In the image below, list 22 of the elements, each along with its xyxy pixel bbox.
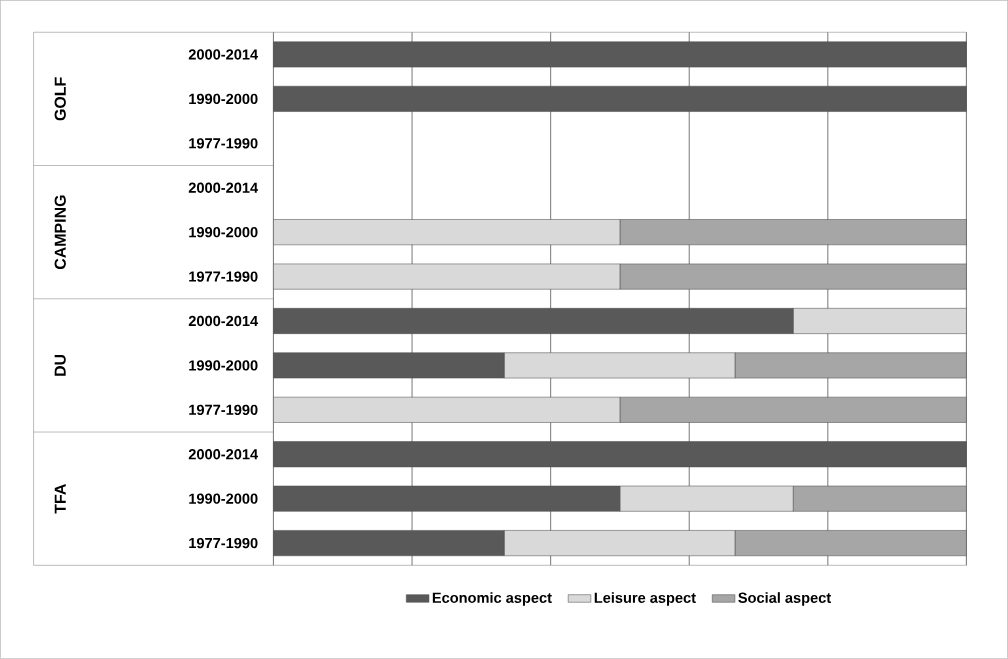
text: TFA [54,484,66,514]
y-tick-label: 2000-2014 [188,315,259,327]
y-tick-label: 1977-1990 [189,404,258,416]
y-tick-label: 2000-2014 [188,182,259,193]
y-tick-label: 1990-2000 [189,360,258,371]
y-tick-label: 1990-2000 [189,493,258,504]
y-tick-label: 1977-1990 [189,138,258,149]
text: CAMPING [54,195,66,270]
bar [273,41,967,68]
y-tick-label: 1977-1990 [189,271,258,282]
y-tick-label: 1990-2000 [189,93,258,105]
y-tick-label: 1977-1990 [189,538,258,549]
text: DU [54,354,66,376]
bar [273,86,967,112]
y-tick-label: 1990-2000 [189,227,258,238]
y-tick-label: 2000-2014 [188,49,259,60]
text: GOLF [54,77,66,121]
legend-label: Leisure aspect [594,592,696,606]
y-tick-label: 2000-2014 [188,449,259,460]
legend-label: Economic aspect [432,592,552,606]
bar [273,441,967,468]
legend-label: Social aspect [738,592,831,606]
